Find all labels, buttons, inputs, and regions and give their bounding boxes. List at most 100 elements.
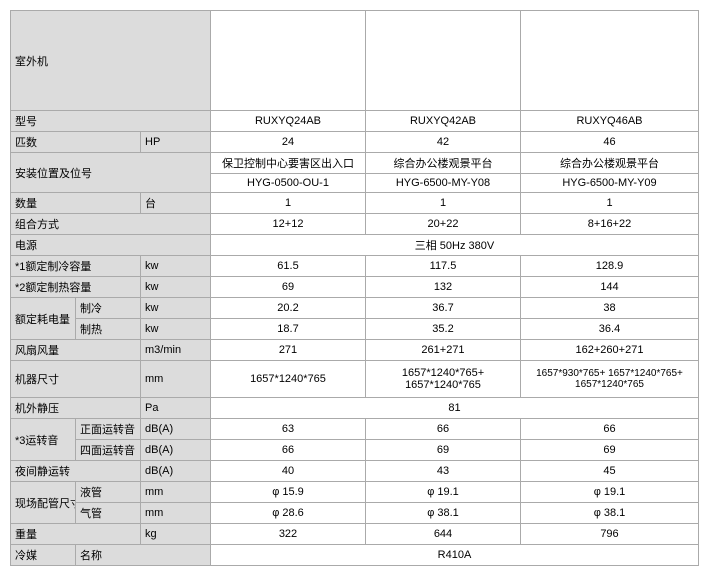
- heat-label: *2额定制热容量: [11, 277, 141, 298]
- refrig-val: R410A: [211, 545, 699, 566]
- heat-3: 144: [521, 277, 699, 298]
- weight-2: 644: [366, 524, 521, 545]
- qty-unit: 台: [141, 193, 211, 214]
- noise-front-unit: dB(A): [141, 419, 211, 440]
- install-bot-3: HYG-6500-MY-Y09: [521, 174, 699, 193]
- rp-cool-3: 38: [521, 298, 699, 319]
- spec-table: 室外机 型号 RUXYQ24AB RUXYQ42AB RUXYQ46AB 匹数 …: [10, 10, 699, 566]
- qty-2: 1: [366, 193, 521, 214]
- power-label: 电源: [11, 235, 211, 256]
- qty-1: 1: [211, 193, 366, 214]
- cool-3: 128.9: [521, 256, 699, 277]
- weight-label: 重量: [11, 524, 141, 545]
- model-1: RUXYQ24AB: [211, 111, 366, 132]
- rp-heat-3: 36.4: [521, 319, 699, 340]
- night-label: 夜间静运转: [11, 461, 141, 482]
- install-bot-2: HYG-6500-MY-Y08: [366, 174, 521, 193]
- blank-col-2: [366, 11, 521, 111]
- noise-front-label: 正面运转音: [76, 419, 141, 440]
- noise-label: *3运转音: [11, 419, 76, 461]
- pipe-label: 现场配管尺寸: [11, 482, 76, 524]
- noise-front-3: 66: [521, 419, 699, 440]
- blank-col-1: [211, 11, 366, 111]
- model-label: 型号: [11, 111, 211, 132]
- fan-1: 271: [211, 340, 366, 361]
- hp-1: 24: [211, 132, 366, 153]
- noise-four-2: 69: [366, 440, 521, 461]
- pipe-gas-3: φ 38.1: [521, 503, 699, 524]
- combo-1: 12+12: [211, 214, 366, 235]
- size-1: 1657*1240*765: [211, 361, 366, 398]
- refrig-name-label: 名称: [76, 545, 211, 566]
- qty-3: 1: [521, 193, 699, 214]
- size-2: 1657*1240*765+ 1657*1240*765: [366, 361, 521, 398]
- rp-heat-2: 35.2: [366, 319, 521, 340]
- night-3: 45: [521, 461, 699, 482]
- static-unit: Pa: [141, 398, 211, 419]
- install-label: 安装位置及位号: [11, 153, 211, 193]
- combo-3: 8+16+22: [521, 214, 699, 235]
- combo-label: 组合方式: [11, 214, 211, 235]
- rp-cool-unit: kw: [141, 298, 211, 319]
- rated-power-label: 额定耗电量: [11, 298, 76, 340]
- weight-unit: kg: [141, 524, 211, 545]
- hp-unit: HP: [141, 132, 211, 153]
- rp-cool-2: 36.7: [366, 298, 521, 319]
- install-bot-1: HYG-0500-OU-1: [211, 174, 366, 193]
- night-unit: dB(A): [141, 461, 211, 482]
- rp-heat-unit: kw: [141, 319, 211, 340]
- install-top-3: 综合办公楼观景平台: [521, 153, 699, 174]
- model-3: RUXYQ46AB: [521, 111, 699, 132]
- rp-heat-label: 制热: [76, 319, 141, 340]
- hp-2: 42: [366, 132, 521, 153]
- cool-label: *1额定制冷容量: [11, 256, 141, 277]
- rp-heat-1: 18.7: [211, 319, 366, 340]
- noise-four-unit: dB(A): [141, 440, 211, 461]
- fan-2: 261+271: [366, 340, 521, 361]
- weight-1: 322: [211, 524, 366, 545]
- blank-col-3: [521, 11, 699, 111]
- qty-label: 数量: [11, 193, 141, 214]
- pipe-liq-label: 液管: [76, 482, 141, 503]
- install-top-2: 综合办公楼观景平台: [366, 153, 521, 174]
- size-3: 1657*930*765+ 1657*1240*765+ 1657*1240*7…: [521, 361, 699, 398]
- pipe-liq-2: φ 19.1: [366, 482, 521, 503]
- noise-front-2: 66: [366, 419, 521, 440]
- pipe-liq-1: φ 15.9: [211, 482, 366, 503]
- model-2: RUXYQ42AB: [366, 111, 521, 132]
- heat-1: 69: [211, 277, 366, 298]
- fan-3: 162+260+271: [521, 340, 699, 361]
- noise-four-label: 四面运转音: [76, 440, 141, 461]
- noise-four-3: 69: [521, 440, 699, 461]
- weight-3: 796: [521, 524, 699, 545]
- refrig-label: 冷媒: [11, 545, 76, 566]
- cool-2: 117.5: [366, 256, 521, 277]
- fan-unit: m3/min: [141, 340, 211, 361]
- pipe-liq-unit: mm: [141, 482, 211, 503]
- pipe-liq-3: φ 19.1: [521, 482, 699, 503]
- heat-2: 132: [366, 277, 521, 298]
- pipe-gas-unit: mm: [141, 503, 211, 524]
- size-label: 机器尺寸: [11, 361, 141, 398]
- hp-label: 匹数: [11, 132, 141, 153]
- cool-unit: kw: [141, 256, 211, 277]
- static-label: 机外静压: [11, 398, 141, 419]
- pipe-gas-1: φ 28.6: [211, 503, 366, 524]
- install-top-1: 保卫控制中心要害区出入口: [211, 153, 366, 174]
- size-unit: mm: [141, 361, 211, 398]
- noise-front-1: 63: [211, 419, 366, 440]
- fan-label: 风扇风量: [11, 340, 141, 361]
- night-2: 43: [366, 461, 521, 482]
- cool-1: 61.5: [211, 256, 366, 277]
- hp-3: 46: [521, 132, 699, 153]
- rp-cool-1: 20.2: [211, 298, 366, 319]
- outdoor-unit-header: 室外机: [11, 11, 211, 111]
- power-val: 三相 50Hz 380V: [211, 235, 699, 256]
- rp-cool-label: 制冷: [76, 298, 141, 319]
- combo-2: 20+22: [366, 214, 521, 235]
- heat-unit: kw: [141, 277, 211, 298]
- pipe-gas-label: 气管: [76, 503, 141, 524]
- pipe-gas-2: φ 38.1: [366, 503, 521, 524]
- static-val: 81: [211, 398, 699, 419]
- noise-four-1: 66: [211, 440, 366, 461]
